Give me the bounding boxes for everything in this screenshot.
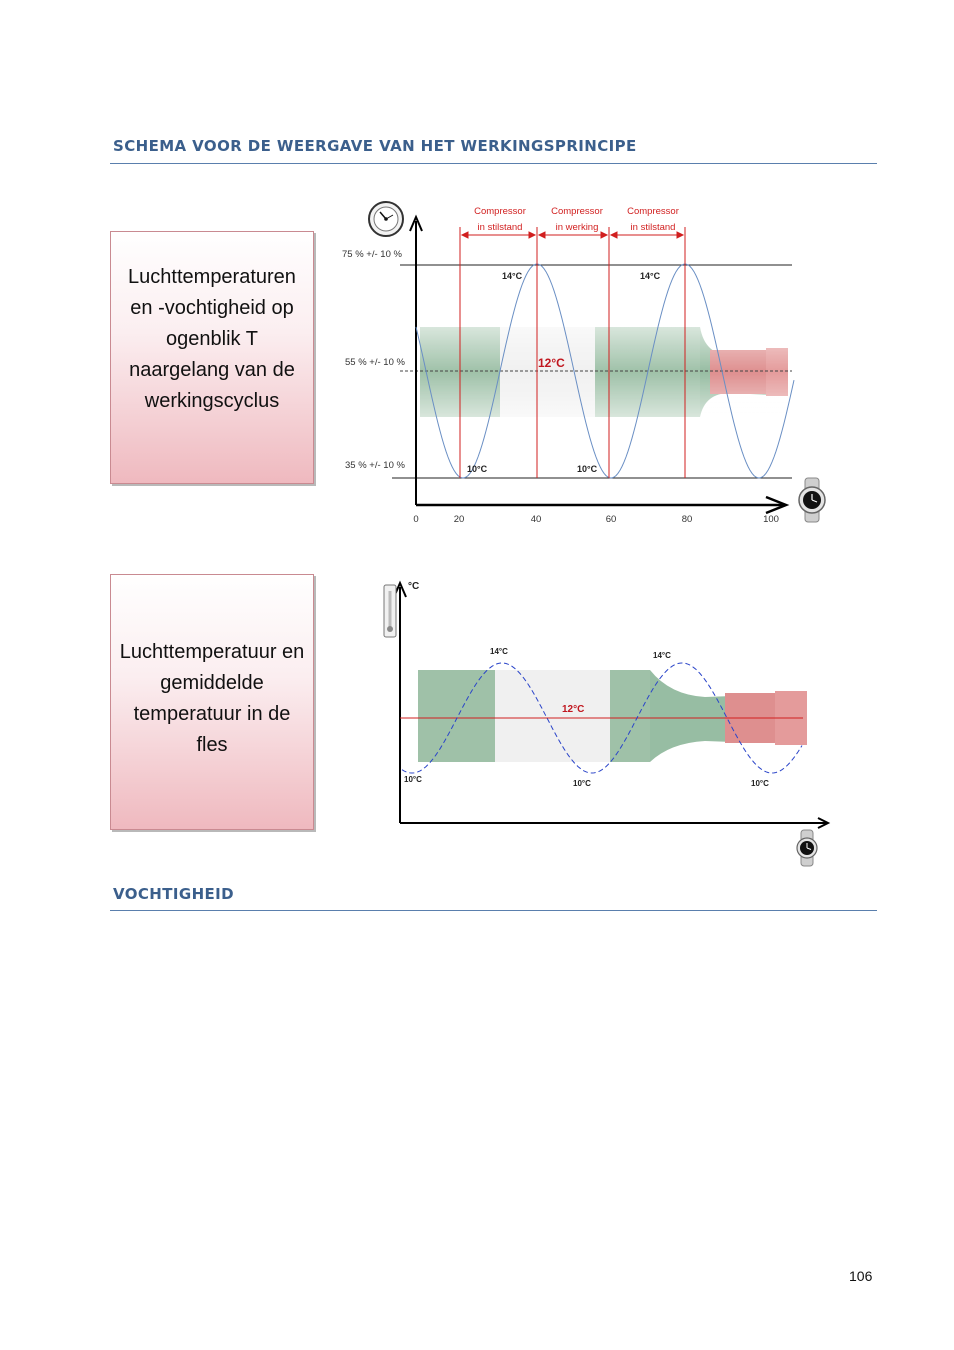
temperature-cycle-chart: °C 14°C 14°C 10°C 10°C 10°C 12°C bbox=[383, 580, 831, 867]
wine-bottle-illustration bbox=[420, 327, 790, 417]
x-tick-40: 40 bbox=[531, 514, 542, 525]
center-temp-label: 12°C bbox=[562, 704, 584, 715]
hygrometer-icon bbox=[368, 201, 404, 237]
phase-arrows bbox=[460, 231, 685, 239]
center-temp-label: 12°C bbox=[538, 356, 565, 370]
trough-label-2: 10°C bbox=[577, 464, 598, 474]
phase-label-3-line1: Compressor bbox=[627, 206, 679, 217]
section-heading-schema: SCHEMA VOOR DE WEERGAVE VAN HET WERKINGS… bbox=[113, 137, 637, 155]
trough-label-2: 10°C bbox=[573, 779, 591, 788]
phase-label-2-line2: in werking bbox=[556, 222, 599, 233]
x-tick-60: 60 bbox=[606, 514, 617, 525]
peak-label-2: 14°C bbox=[640, 271, 661, 281]
humidity-label-35: 35 % +/- 10 % bbox=[345, 460, 405, 471]
thermometer-icon bbox=[383, 584, 397, 638]
watch-icon bbox=[798, 477, 826, 523]
x-tick-100: 100 bbox=[763, 514, 779, 525]
y-axis-arrow bbox=[409, 214, 423, 232]
watch-icon bbox=[796, 829, 818, 867]
callout-humidity-cycle: Luchttemperaturen en -vochtigheid op oge… bbox=[110, 231, 314, 484]
phase-label-1-line1: Compressor bbox=[474, 206, 526, 217]
x-axis-arrow bbox=[817, 817, 831, 829]
section-heading-humidity: VOCHTIGHEID bbox=[113, 885, 235, 903]
humidity-label-55: 55 % +/- 10 % bbox=[345, 357, 405, 368]
trough-label-1: 10°C bbox=[404, 775, 422, 784]
phase-label-3-line2: in stilstand bbox=[631, 222, 676, 233]
humidity-label-75: 75 % +/- 10 % bbox=[342, 249, 402, 260]
peak-label-1: 14°C bbox=[490, 647, 508, 656]
peak-label-1: 14°C bbox=[502, 271, 523, 281]
humidity-cycle-chart: Compressor in stilstand Compressor in we… bbox=[342, 201, 826, 525]
phase-label-1-line2: in stilstand bbox=[478, 222, 523, 233]
temperature-curve bbox=[401, 662, 803, 774]
x-tick-80: 80 bbox=[682, 514, 693, 525]
x-tick-20: 20 bbox=[454, 514, 465, 525]
x-tick-0: 0 bbox=[413, 514, 418, 525]
callout-bottle-temperature: Luchttemperatuur en gemiddelde temperatu… bbox=[110, 574, 314, 830]
callout-text: Luchttemperatuur en gemiddelde temperatu… bbox=[119, 641, 305, 756]
heading-underline bbox=[110, 910, 877, 911]
trough-label-1: 10°C bbox=[467, 464, 488, 474]
phase-label-2-line1: Compressor bbox=[551, 206, 603, 217]
page-number: 106 bbox=[849, 1268, 873, 1284]
peak-label-2: 14°C bbox=[653, 651, 671, 660]
phase-markers bbox=[459, 227, 686, 478]
x-axis-arrow bbox=[765, 495, 790, 515]
heading-underline bbox=[110, 163, 877, 164]
humidity-curve bbox=[415, 263, 795, 479]
callout-text: Luchttemperaturen en -vochtigheid op oge… bbox=[128, 266, 296, 412]
y-unit-label: °C bbox=[408, 581, 419, 592]
trough-label-3: 10°C bbox=[751, 779, 769, 788]
